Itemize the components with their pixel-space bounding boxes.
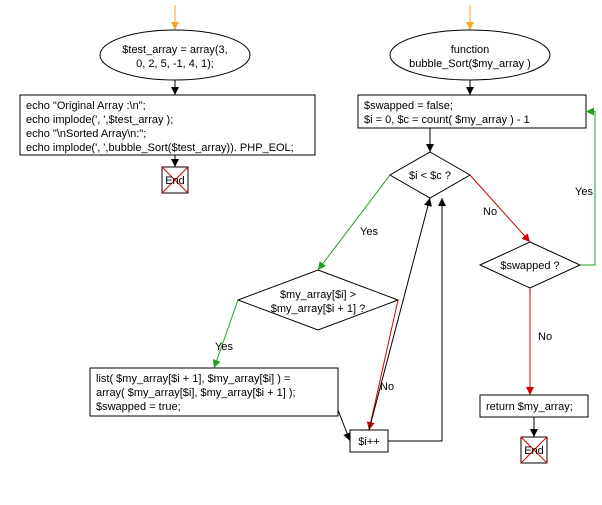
svg-text:No: No (538, 331, 552, 343)
svg-text:echo "Original Array :\n";: echo "Original Array :\n"; (26, 100, 146, 112)
svg-text:Yes: Yes (215, 341, 233, 353)
svg-text:bubble_Sort($my_array ): bubble_Sort($my_array ) (409, 58, 531, 70)
svg-text:echo implode(', ',$test_array: echo implode(', ',$test_array ); (26, 114, 173, 126)
svg-text:echo implode(', ',bubble_Sort(: echo implode(', ',bubble_Sort($test_arra… (26, 142, 294, 154)
svg-text:End: End (524, 445, 544, 457)
svg-text:$swapped = false;: $swapped = false; (364, 100, 453, 112)
svg-text:echo "\nSorted Array\n:";: echo "\nSorted Array\n:"; (26, 128, 146, 140)
svg-text:$my_array[$i] >: $my_array[$i] > (280, 289, 356, 301)
svg-text:$i < $c ?: $i < $c ? (409, 170, 451, 182)
svg-text:$my_array[$i + 1] ?: $my_array[$i + 1] ? (271, 303, 365, 315)
svg-text:No: No (483, 206, 497, 218)
svg-text:$i = 0, $c = count( $my_array: $i = 0, $c = count( $my_array ) - 1 (364, 114, 530, 126)
svg-text:No: No (380, 381, 394, 393)
svg-text:$swapped ?: $swapped ? (500, 260, 559, 272)
svg-text:$i++: $i++ (358, 436, 379, 448)
svg-text:0, 2, 5, -1, 4, 1);: 0, 2, 5, -1, 4, 1); (136, 58, 214, 70)
svg-text:$test_array = array(3,: $test_array = array(3, (122, 44, 227, 56)
svg-text:End: End (165, 175, 185, 187)
svg-text:list( $my_array[$i + 1], $my_a: list( $my_array[$i + 1], $my_array[$i] )… (96, 373, 290, 385)
svg-text:array( $my_array[$i], $my_arra: array( $my_array[$i], $my_array[$i + 1] … (96, 387, 296, 399)
end-node: End (162, 167, 188, 193)
svg-text:function: function (451, 44, 490, 56)
svg-text:$swapped = true;: $swapped = true; (96, 401, 181, 413)
svg-text:Yes: Yes (575, 186, 593, 198)
svg-text:Yes: Yes (360, 226, 378, 238)
end-node: End (521, 437, 547, 463)
svg-text:return $my_array;: return $my_array; (486, 401, 573, 413)
